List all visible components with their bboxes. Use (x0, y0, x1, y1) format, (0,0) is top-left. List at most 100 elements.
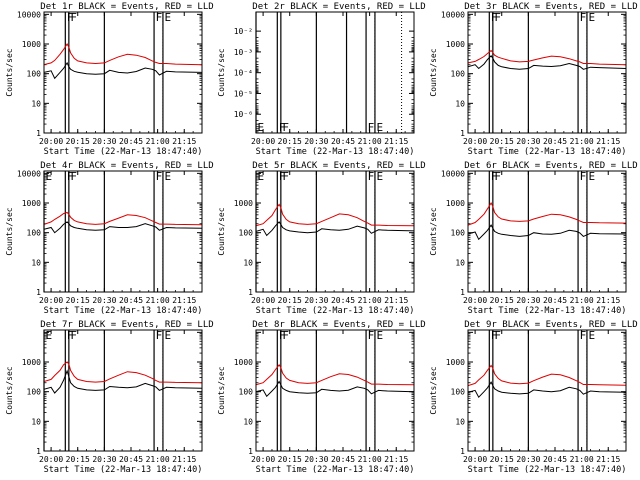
y-tick-label: 10 (455, 417, 465, 426)
y-tick-label: 100 (239, 229, 254, 238)
x-tick-label: 20:45 (543, 296, 567, 305)
marker-letter: E (588, 11, 595, 24)
y-tick-label: 10 (243, 258, 253, 267)
y-tick-label: 10 (243, 417, 253, 426)
marker-letter: F (368, 170, 375, 183)
marker-letter: F (282, 329, 289, 342)
y-tick-label: 1 (36, 447, 41, 456)
y-tick-label: 10⁻³ (234, 48, 253, 57)
panel-3: Det 3r BLACK = Events, RED = LLD Counts/s… (429, 2, 638, 157)
panel-title: Det 3r BLACK = Events, RED = LLD (464, 2, 637, 12)
panel-title: Det 1r BLACK = Events, RED = LLD (40, 2, 213, 12)
x-tick-label: 20:00 (463, 455, 487, 464)
series-events (44, 61, 202, 80)
marker-letter: F (368, 329, 375, 342)
marker-letter: F (279, 121, 286, 134)
x-axis-label: Start Time (22-Mar-13 18:47:40) (256, 147, 415, 157)
x-axis-label: Start Time (22-Mar-13 18:47:40) (256, 306, 415, 316)
y-tick-label: 100 (451, 70, 466, 79)
panel-title: Det 7r BLACK = Events, RED = LLD (40, 320, 213, 330)
marker-letter: F (67, 170, 74, 183)
x-tick-label: 20:45 (119, 296, 143, 305)
marker-letter: F (580, 11, 587, 24)
y-tick-label: 10000 (441, 169, 465, 178)
x-tick-label: 21:00 (358, 455, 382, 464)
x-axis-label: Start Time (22-Mar-13 18:47:40) (256, 465, 415, 475)
plot-frame (43, 170, 203, 293)
series-lld (44, 43, 202, 66)
marker-letter: F (67, 329, 74, 342)
x-tick-label: 21:15 (596, 296, 620, 305)
plot-frame (467, 170, 627, 293)
x-axis-label: Start Time (22-Mar-13 18:47:40) (468, 147, 627, 157)
panel-title: Det 9r BLACK = Events, RED = LLD (464, 320, 637, 330)
y-tick-label: 1000 (446, 358, 465, 367)
x-tick-label: 21:00 (358, 296, 382, 305)
series-lld (468, 364, 626, 387)
y-tick-label: 100 (451, 229, 466, 238)
x-tick-label: 20:15 (66, 455, 90, 464)
x-axis-label: Start Time (22-Mar-13 18:47:40) (44, 147, 203, 157)
x-tick-label: 21:00 (146, 455, 170, 464)
marker-letter: F (494, 329, 501, 342)
x-tick-label: 21:15 (384, 137, 408, 146)
y-tick-label: 1000 (234, 199, 253, 208)
x-tick-label: 20:15 (278, 296, 302, 305)
marker-letter: F (156, 11, 163, 24)
y-axis-label: Counts/sec (217, 366, 226, 414)
marker-letter: F (70, 11, 77, 24)
marker-letter: F (279, 170, 286, 183)
x-tick-label: 20:00 (251, 296, 275, 305)
y-axis-label: Counts/sec (429, 207, 438, 255)
marker-letter: F (70, 329, 77, 342)
marker-letter: F (580, 170, 587, 183)
x-tick-label: 21:00 (146, 296, 170, 305)
x-tick-label: 21:00 (570, 137, 594, 146)
y-axis-label: Counts/sec (429, 48, 438, 96)
marker-letter: E (46, 329, 53, 342)
x-tick-label: 20:30 (92, 296, 116, 305)
series-events (44, 221, 202, 234)
x-tick-label: 20:45 (543, 455, 567, 464)
x-axis-label: Start Time (22-Mar-13 18:47:40) (468, 306, 627, 316)
marker-letter: F (67, 11, 74, 24)
x-tick-label: 20:15 (490, 455, 514, 464)
y-tick-label: 1000 (22, 358, 41, 367)
marker-letter: E (588, 329, 595, 342)
x-tick-label: 21:00 (358, 137, 382, 146)
plot-frame (467, 11, 627, 134)
y-tick-label: 100 (27, 229, 42, 238)
series-events (468, 55, 626, 70)
panel-7: Det 7r BLACK = Events, RED = LLD Counts/s… (5, 320, 214, 475)
y-axis-label: Counts/sec (5, 366, 14, 414)
panel-title: Det 8r BLACK = Events, RED = LLD (252, 320, 425, 330)
x-tick-label: 20:15 (490, 137, 514, 146)
series-lld (44, 361, 202, 384)
y-tick-label: 1000 (446, 199, 465, 208)
marker-letter: F (279, 329, 286, 342)
series-events (468, 381, 626, 399)
x-tick-label: 20:30 (516, 296, 540, 305)
marker-letter: E (164, 329, 171, 342)
y-tick-label: 1000 (22, 40, 41, 49)
x-tick-label: 20:00 (39, 296, 63, 305)
marker-letter: F (156, 170, 163, 183)
panel-1: Det 1r BLACK = Events, RED = LLD Counts/s… (5, 2, 214, 157)
y-tick-label: 100 (27, 388, 42, 397)
y-tick-label: 1 (248, 447, 253, 456)
marker-letter: E (164, 11, 171, 24)
x-tick-label: 20:15 (66, 137, 90, 146)
series-events (256, 380, 414, 398)
marker-letter: F (580, 329, 587, 342)
x-tick-label: 20:00 (251, 137, 275, 146)
y-tick-label: 100 (239, 388, 254, 397)
series-events (44, 369, 202, 394)
marker-letter: E (376, 329, 383, 342)
series-lld (256, 203, 414, 227)
y-tick-label: 100 (27, 70, 42, 79)
x-tick-label: 20:30 (516, 455, 540, 464)
y-tick-label: 1 (248, 288, 253, 297)
x-tick-label: 20:45 (331, 455, 355, 464)
x-tick-label: 20:15 (490, 296, 514, 305)
panel-4: Det 4r BLACK = Events, RED = LLD Counts/s… (5, 161, 214, 316)
